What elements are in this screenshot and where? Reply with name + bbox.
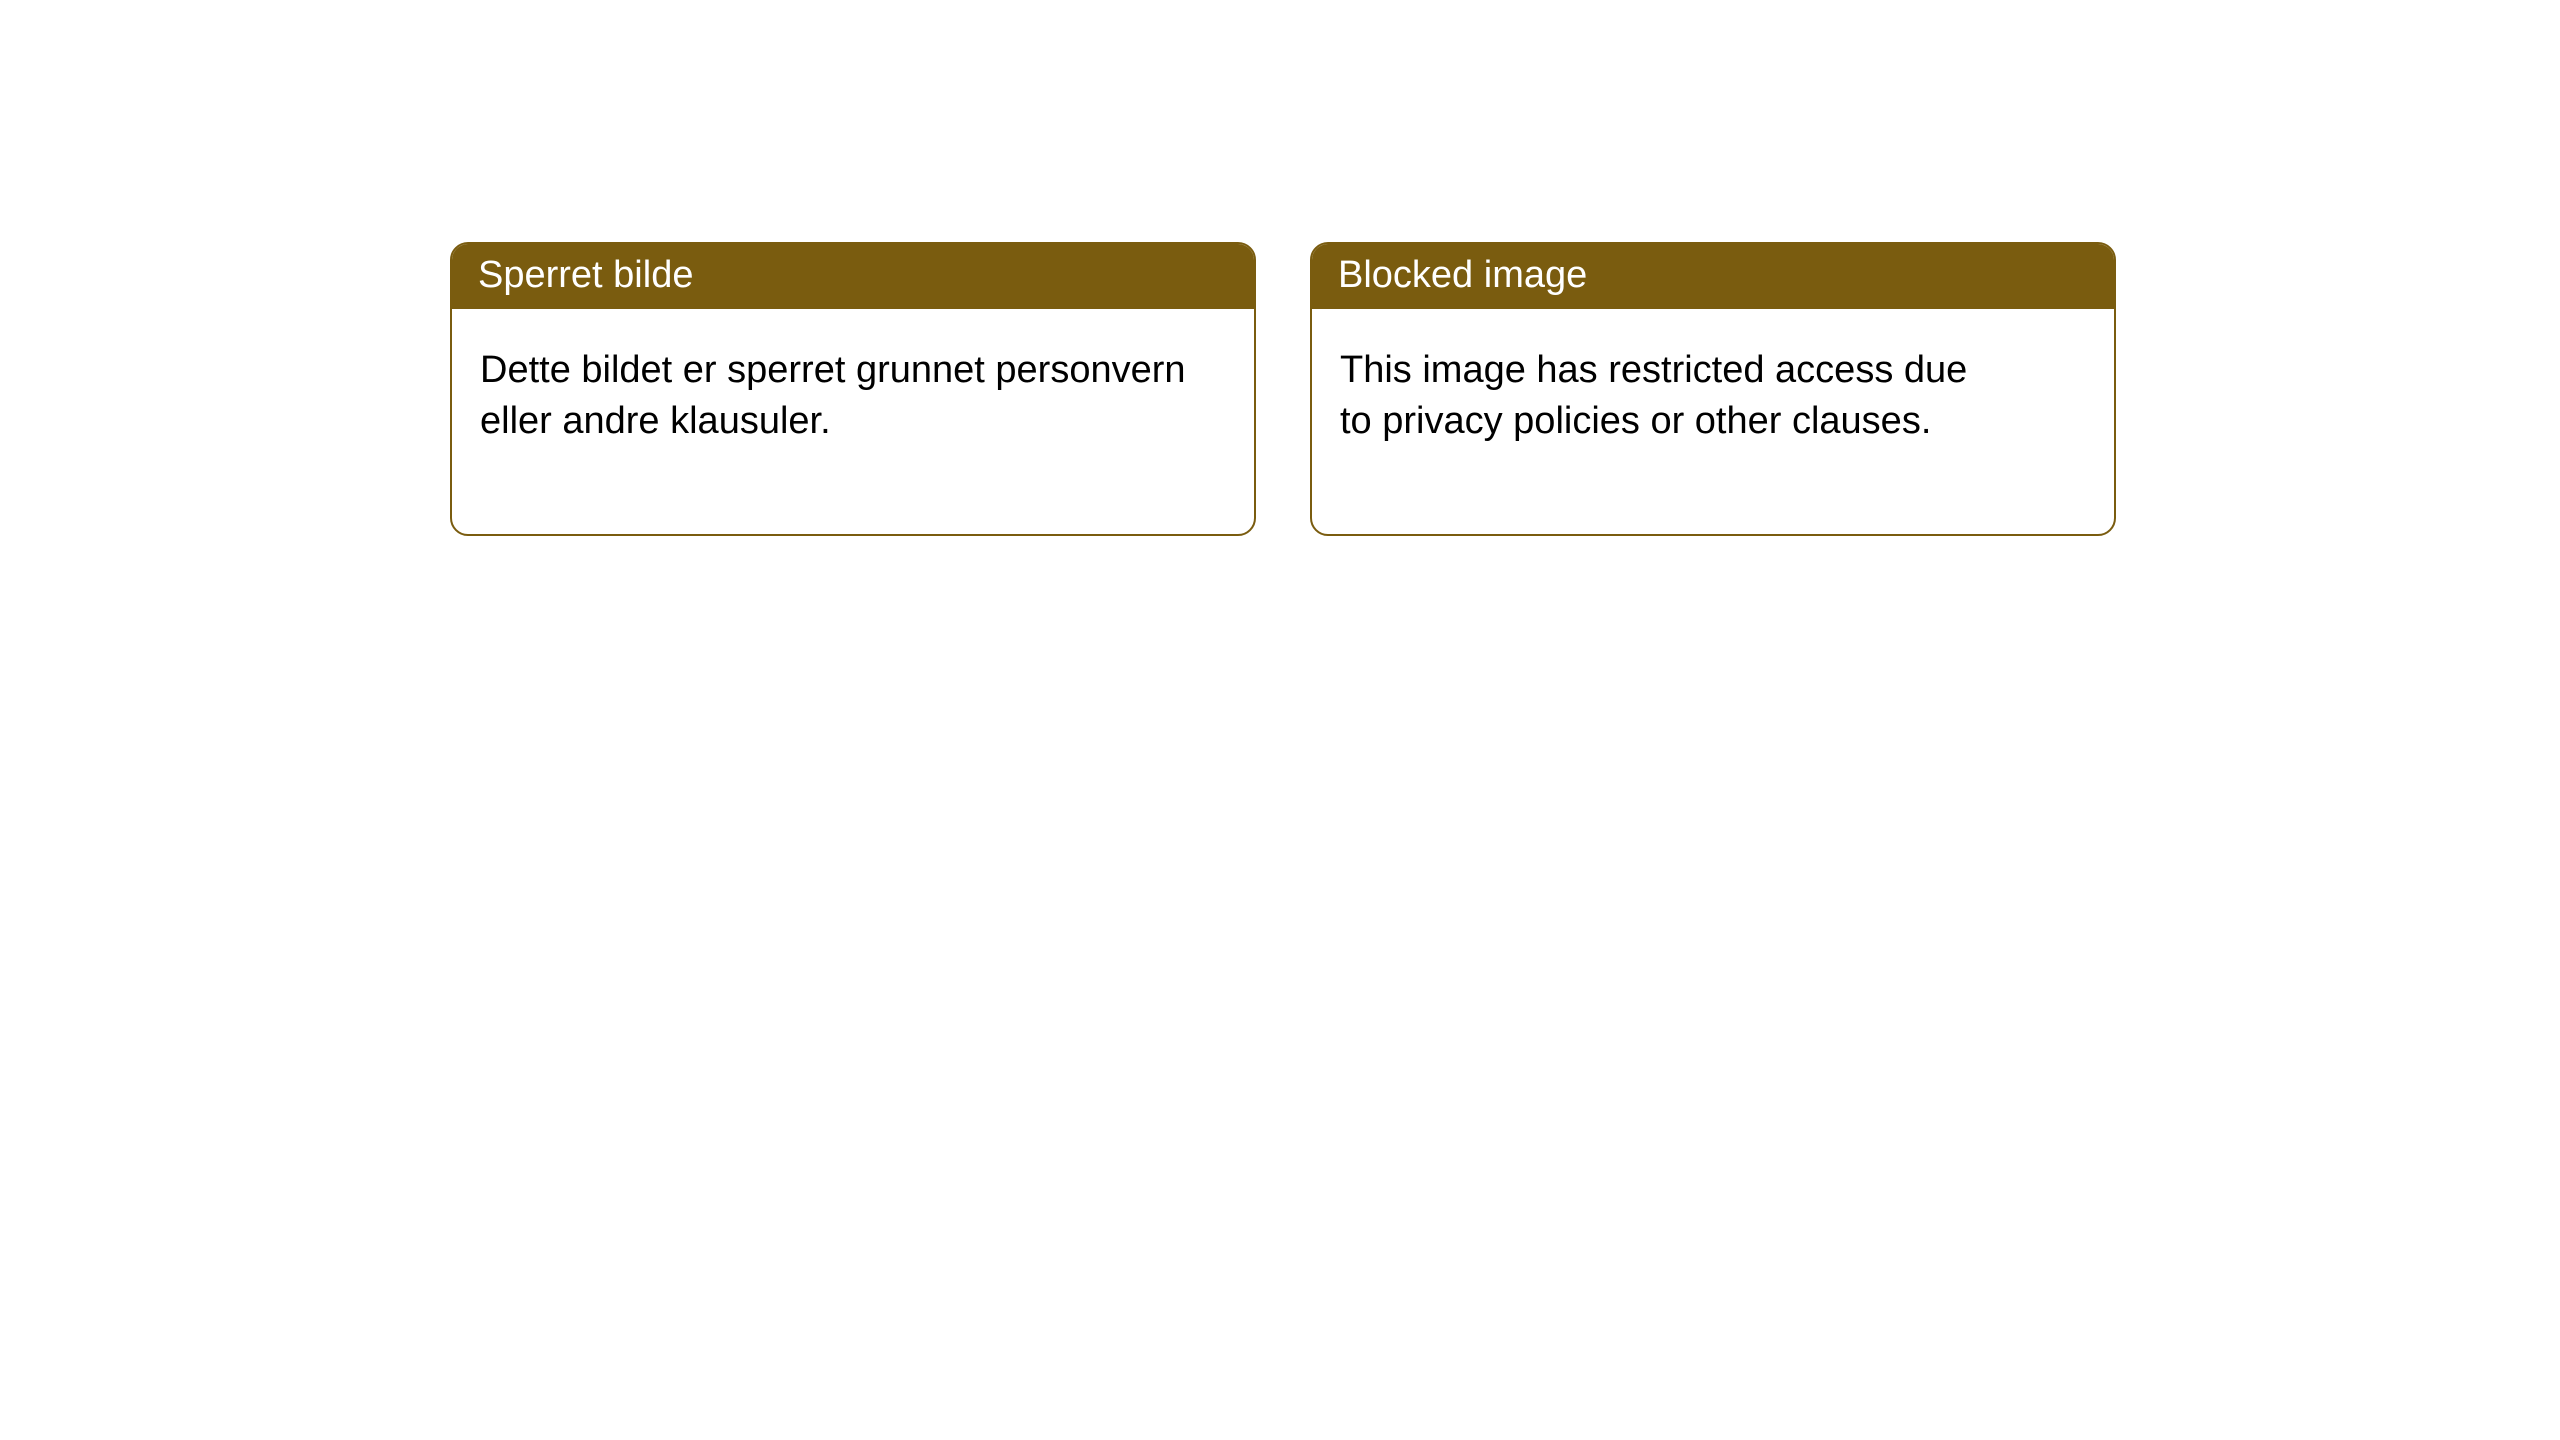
notice-header-english: Blocked image xyxy=(1312,244,2114,309)
notice-container: Sperret bilde Dette bildet er sperret gr… xyxy=(0,0,2560,536)
notice-body-english: This image has restricted access due to … xyxy=(1312,309,2114,534)
notice-text: Dette bildet er sperret grunnet personve… xyxy=(480,349,1186,442)
notice-title: Sperret bilde xyxy=(478,254,693,296)
notice-text: This image has restricted access due to … xyxy=(1340,345,1980,448)
notice-title: Blocked image xyxy=(1338,254,1587,296)
notice-card-norwegian: Sperret bilde Dette bildet er sperret gr… xyxy=(450,242,1256,536)
notice-card-english: Blocked image This image has restricted … xyxy=(1310,242,2116,536)
notice-body-norwegian: Dette bildet er sperret grunnet personve… xyxy=(452,309,1254,534)
notice-header-norwegian: Sperret bilde xyxy=(452,244,1254,309)
